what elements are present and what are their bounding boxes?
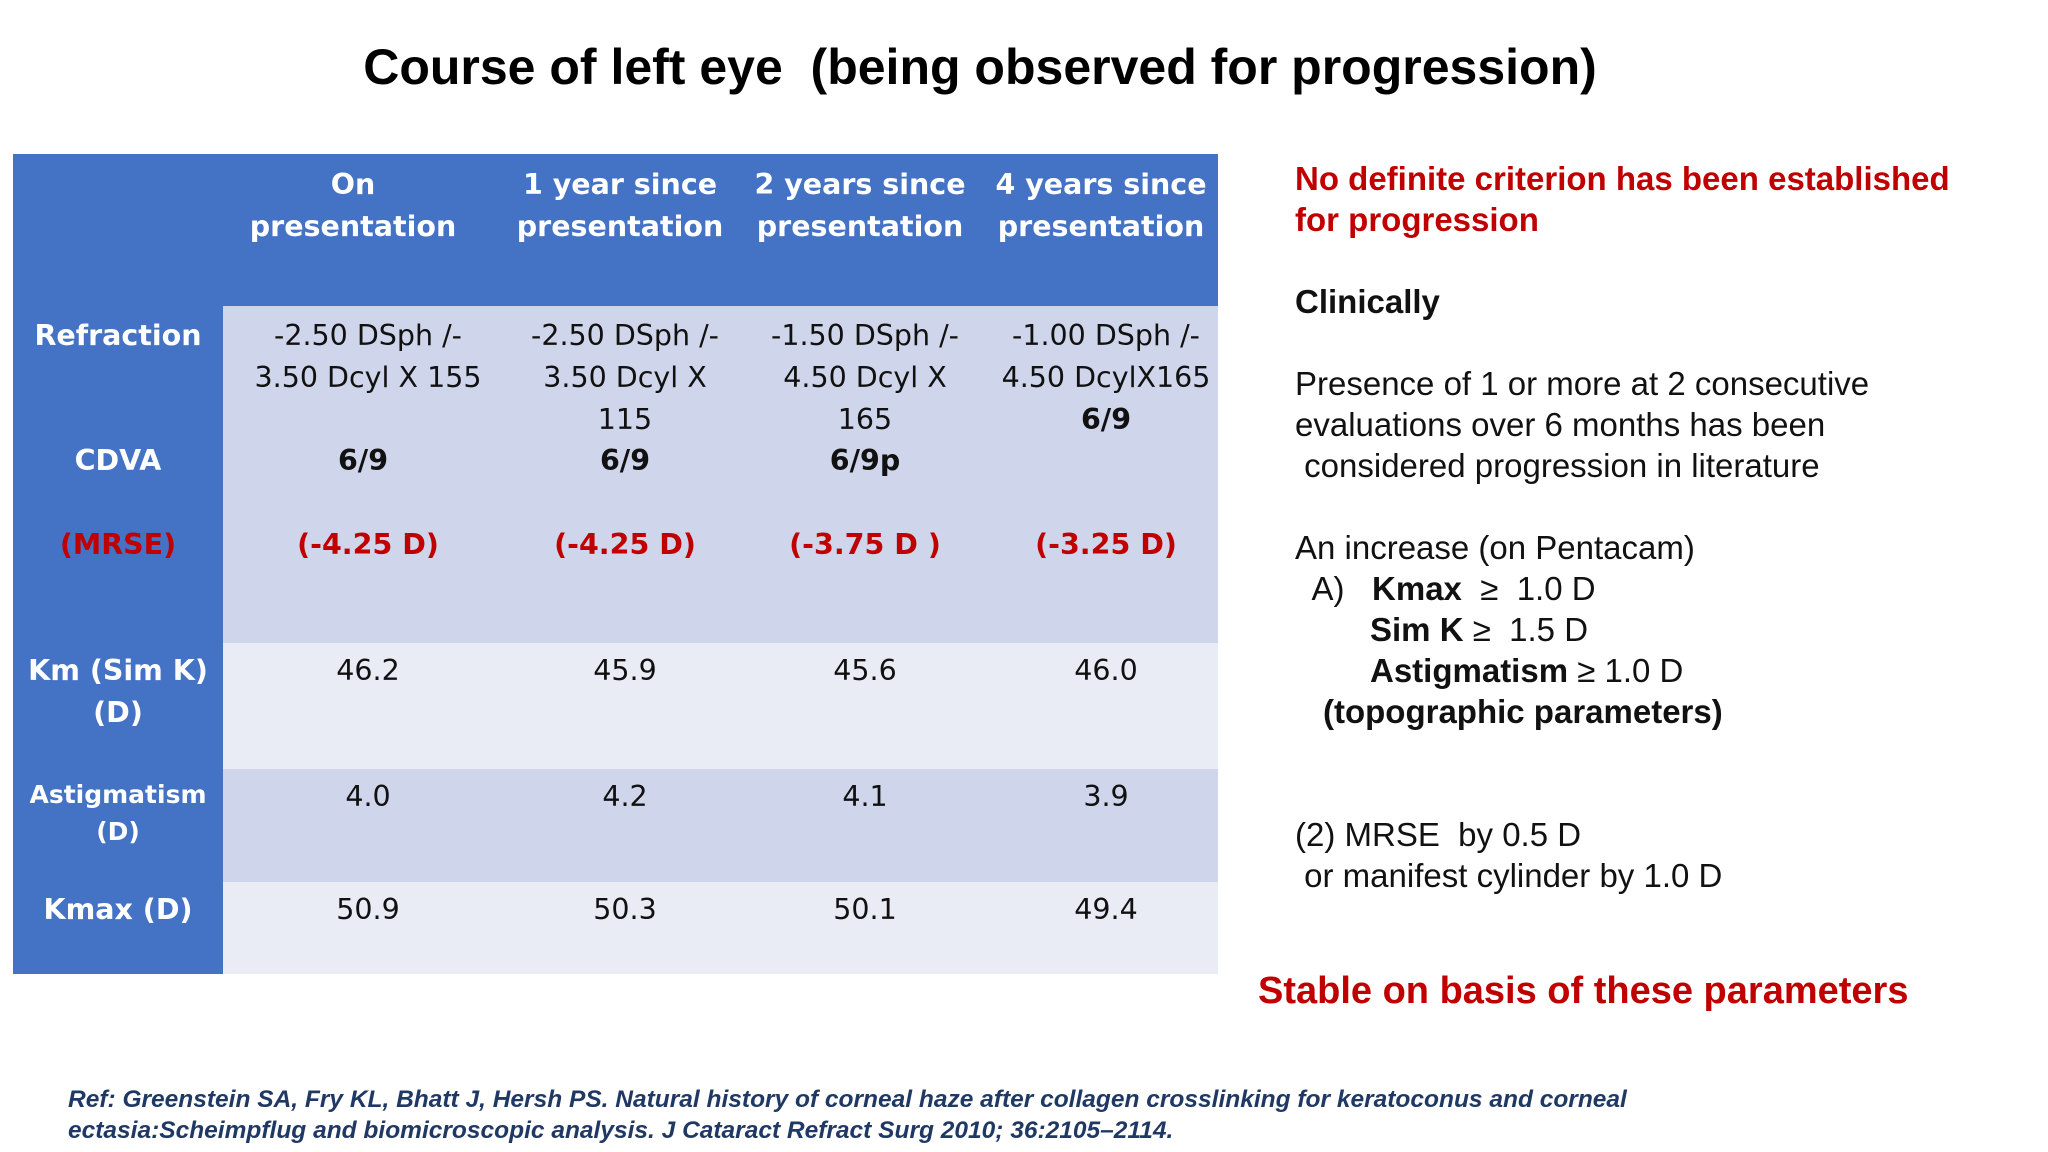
kmax-cell: 49.4 — [1074, 893, 1138, 926]
cell-line: 115 — [597, 403, 653, 436]
astigmatism-cell: 4.1 — [842, 780, 888, 813]
cdva-cell: 6/9 — [337, 444, 389, 477]
astigmatism-label: Astigmatism — [1370, 652, 1569, 689]
simk-criterion: Sim K ≥ 1.5 D — [1295, 609, 2035, 650]
astigmatism-criterion: Astigmatism ≥ 1.0 D — [1295, 650, 2035, 691]
cell-line: 4.50 DcylX165 — [1001, 361, 1211, 394]
row-label-astigmatism: Astigmatism (D) — [13, 776, 223, 850]
presence-line: Presence of 1 or more at 2 consecutive — [1295, 365, 1870, 402]
table-band-kmax — [223, 882, 1218, 974]
increase-line: An increase (on Pentacam) — [1295, 529, 1695, 566]
clinically-heading: Clinically — [1295, 283, 1440, 320]
header-line: 2 years since — [754, 168, 966, 201]
refraction-cell: -1.50 DSph /- 4.50 Dcyl X 165 — [740, 315, 990, 441]
spacer — [1295, 240, 2035, 281]
row-label-refraction: Refraction — [34, 319, 202, 352]
cell-line: -2.50 DSph /- — [531, 319, 719, 352]
cell-line: 3.50 Dcyl X 155 — [254, 361, 482, 394]
km-cell: 45.6 — [833, 654, 897, 687]
simk-label: Sim K — [1370, 611, 1464, 648]
refraction-cell: -2.50 DSph /- 3.50 Dcyl X 155 — [243, 315, 493, 399]
kmax-criterion: A) Kmax ≥ 1.0 D — [1295, 568, 2035, 609]
simk-value: ≥ 1.5 D — [1463, 611, 1589, 648]
presence-line: evaluations over 6 months has been — [1295, 406, 1826, 443]
header-1-year: 1 year since presentation — [495, 164, 745, 248]
astigmatism-cell: 3.9 — [1083, 780, 1129, 813]
table-band-refraction — [223, 306, 1218, 643]
cell-line: 3.50 Dcyl X — [543, 361, 707, 394]
kmax-cell: 50.3 — [593, 893, 657, 926]
astigmatism-value: ≥ 1.0 D — [1568, 652, 1684, 689]
cdva-cell: 6/9p — [829, 444, 901, 477]
presence-line: considered progression in literature — [1295, 447, 1820, 484]
row-label-mrse: (MRSE) — [59, 528, 177, 561]
spacer — [1295, 486, 2035, 527]
table-band-astigmatism — [223, 769, 1218, 882]
row-label-line: Astigmatism — [29, 780, 207, 809]
header-on-presentation: On presentation — [228, 164, 478, 248]
criteria-notes: No definite criterion has been establish… — [1295, 158, 2035, 896]
mrse-cell: (-3.25 D) — [1035, 528, 1177, 561]
kmax-value: ≥ 1.0 D — [1461, 570, 1596, 607]
refraction-cell: -2.50 DSph /- 3.50 Dcyl X 115 — [500, 315, 750, 441]
criterion-heading-line: for progression — [1295, 201, 1539, 238]
mrse-criterion: (2) MRSE by 0.5 D — [1295, 816, 1582, 853]
mrse-cell: (-3.75 D ) — [789, 528, 941, 561]
criterion-heading-line: No definite criterion has been establish… — [1295, 160, 1950, 197]
cell-line: 165 — [837, 403, 893, 436]
criterion-prefix: A) — [1295, 570, 1373, 607]
km-cell: 46.0 — [1074, 654, 1138, 687]
refraction-cell: -1.00 DSph /- 4.50 DcylX165 6/9 — [981, 315, 1231, 441]
mrse-cell: (-4.25 D) — [297, 528, 439, 561]
cylinder-criterion: or manifest cylinder by 1.0 D — [1295, 857, 1723, 894]
header-line: 1 year since — [522, 168, 718, 201]
spacer — [1295, 322, 2035, 363]
row-label-cdva: CDVA — [74, 444, 162, 477]
header-4-years: 4 years since presentation — [976, 164, 1226, 248]
mrse-cell: (-4.25 D) — [554, 528, 696, 561]
cdva-cell: 6/9 — [599, 444, 651, 477]
progression-table: On presentation 1 year since presentatio… — [13, 154, 1218, 974]
kmax-cell: 50.1 — [833, 893, 897, 926]
spacer — [1295, 732, 2035, 773]
cell-line: -1.00 DSph /- — [1012, 319, 1200, 352]
cdva-cell: 6/9 — [1080, 403, 1132, 436]
kmax-cell: 50.9 — [336, 893, 400, 926]
header-line: presentation — [756, 210, 964, 243]
cell-line: -2.50 DSph /- — [274, 319, 462, 352]
row-label-line: (D) — [96, 817, 140, 846]
km-cell: 45.9 — [593, 654, 657, 687]
header-line: presentation — [997, 210, 1205, 243]
stable-conclusion: Stable on basis of these parameters — [1258, 970, 1909, 1012]
row-label-line: Km (Sim K) — [28, 654, 208, 687]
header-line: On presentation — [249, 168, 457, 243]
km-cell: 46.2 — [336, 654, 400, 687]
spacer — [1295, 773, 2035, 814]
header-line: 4 years since — [995, 168, 1207, 201]
table-row-label-column — [13, 306, 223, 974]
row-label-km: Km (Sim K) (D) — [13, 650, 223, 734]
row-label-line: (D) — [93, 696, 143, 729]
kmax-label: Kmax — [1372, 570, 1462, 607]
row-label-kmax: Kmax (D) — [43, 893, 193, 926]
slide-title: Course of left eye (being observed for p… — [363, 39, 1597, 95]
reference-line: Ref: Greenstein SA, Fry KL, Bhatt J, Her… — [68, 1086, 1627, 1113]
reference-citation: Ref: Greenstein SA, Fry KL, Bhatt J, Her… — [68, 1084, 1768, 1146]
astigmatism-cell: 4.2 — [602, 780, 648, 813]
header-2-years: 2 years since presentation — [735, 164, 985, 248]
cell-line: 4.50 Dcyl X — [783, 361, 947, 394]
table-header-background — [13, 154, 1218, 306]
reference-line: ectasia:Scheimpflug and biomicroscopic a… — [68, 1117, 1174, 1144]
topographic-note: (topographic parameters) — [1323, 693, 1723, 730]
astigmatism-cell: 4.0 — [345, 780, 391, 813]
table-band-km — [223, 643, 1218, 769]
header-line: presentation — [516, 210, 724, 243]
cell-line: -1.50 DSph /- — [771, 319, 959, 352]
